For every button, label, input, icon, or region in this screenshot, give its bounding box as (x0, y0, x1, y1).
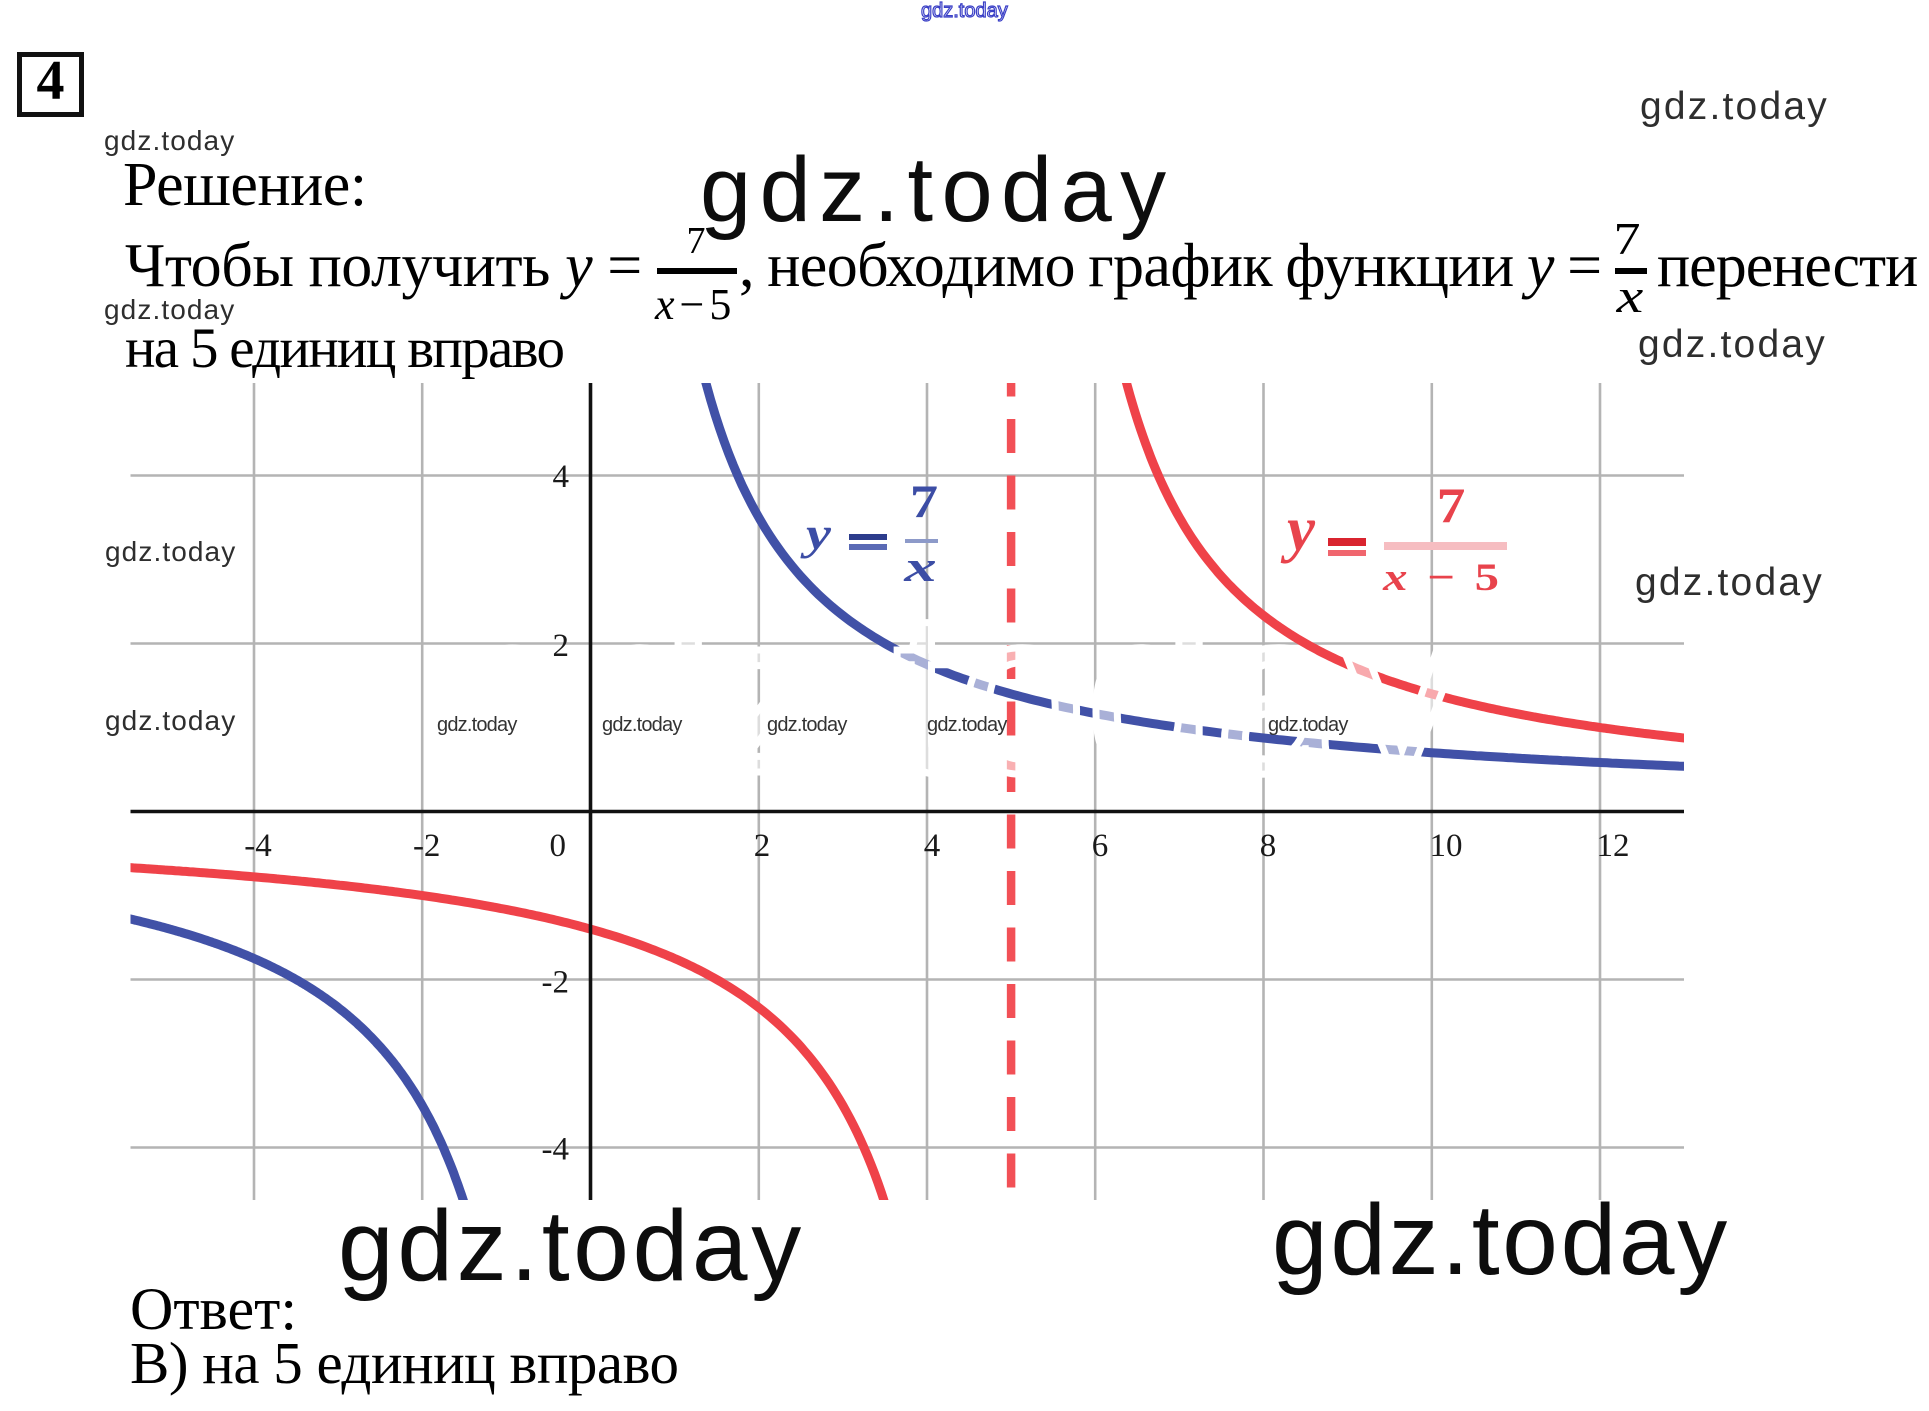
svg-text:6: 6 (1092, 828, 1109, 864)
svg-text:10: 10 (1430, 828, 1463, 864)
svg-text:8: 8 (1260, 828, 1277, 864)
svg-text:-2: -2 (413, 828, 441, 864)
svg-text:4: 4 (924, 828, 941, 864)
svg-text:-2: -2 (542, 965, 570, 1001)
svg-text:12: 12 (1597, 828, 1630, 864)
svg-text:4: 4 (553, 459, 570, 495)
svg-text:2: 2 (754, 828, 771, 864)
svg-text:2: 2 (553, 628, 570, 664)
svg-text:-4: -4 (542, 1132, 570, 1168)
svg-text:-4: -4 (244, 828, 272, 864)
svg-text:0: 0 (549, 828, 566, 864)
